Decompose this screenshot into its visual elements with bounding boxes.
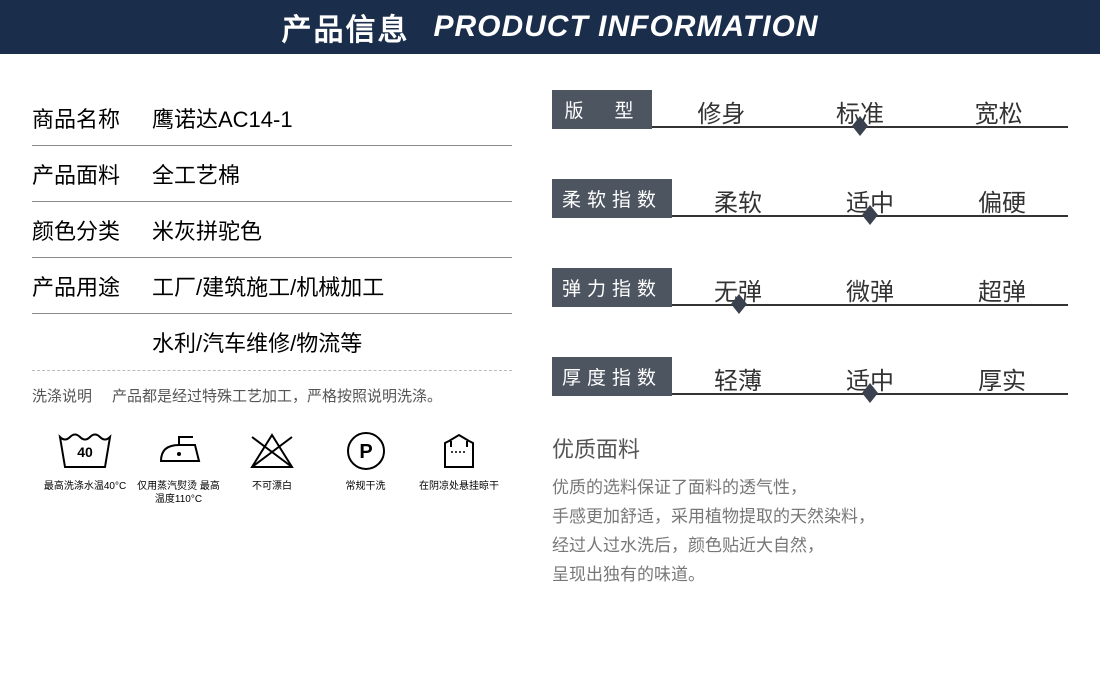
scale-option: 厚实: [936, 361, 1068, 395]
info-label: 产品用途: [32, 270, 152, 302]
info-label: 产品面料: [32, 158, 152, 190]
scale-marker-icon: [862, 383, 878, 403]
scale-option: 宽松: [929, 94, 1068, 128]
right-column: 版 型修身标准宽松柔软指数柔软适中偏硬弹力指数无弹微弹超弹厚度指数轻薄适中厚实 …: [552, 90, 1068, 590]
scale-option: 轻薄: [672, 361, 804, 395]
scale-badge: 柔软指数: [552, 179, 672, 218]
scale-option: 微弹: [804, 272, 936, 306]
scale-row: 弹力指数无弹微弹超弹: [552, 268, 1068, 307]
info-row: 颜色分类米灰拼驼色: [32, 202, 512, 258]
care-item-wash: 40 最高洗涤水温40°C: [40, 424, 130, 506]
header-title-cn: 产品信息: [281, 5, 409, 49]
care-icons-row: 40 最高洗涤水温40°C 仅用蒸汽熨烫 最高温度110°C 不可漂白 P: [32, 414, 512, 506]
material-title: 优质面料: [552, 432, 1068, 464]
scale-badge: 厚度指数: [552, 357, 672, 396]
info-row: 商品名称鹰诺达AC14-1: [32, 90, 512, 146]
scale-track: 修身标准宽松: [652, 92, 1068, 128]
scale-option: 修身: [652, 94, 791, 128]
scale-option: 超弹: [936, 272, 1068, 306]
info-row: 产品用途工厂/建筑施工/机械加工: [32, 258, 512, 314]
scale-row: 版 型修身标准宽松: [552, 90, 1068, 129]
info-row: 产品面料全工艺棉: [32, 146, 512, 202]
material-line: 呈现出独有的味道。: [552, 561, 1068, 590]
scale-marker-icon: [862, 205, 878, 225]
care-label: 在阴凉处悬挂晾干: [419, 480, 499, 493]
care-label: 不可漂白: [252, 480, 292, 493]
care-item-dryclean: P 常规干洗: [321, 424, 411, 506]
scale-marker-icon: [731, 294, 747, 314]
info-label: 颜色分类: [32, 214, 152, 246]
care-item-iron: 仅用蒸汽熨烫 最高温度110°C: [134, 424, 224, 506]
scale-badge: 弹力指数: [552, 268, 672, 307]
material-line: 经过人过水洗后，颜色贴近大自然，: [552, 532, 1068, 561]
care-label: 最高洗涤水温40°C: [44, 480, 126, 493]
scale-row: 厚度指数轻薄适中厚实: [552, 357, 1068, 396]
care-label: 常规干洗: [346, 480, 386, 493]
header-banner: 产品信息 PRODUCT INFORMATION: [0, 0, 1100, 54]
scale-option: 柔软: [672, 183, 804, 217]
scale-option: 偏硬: [936, 183, 1068, 217]
info-value: 工厂/建筑施工/机械加工: [152, 270, 512, 302]
info-row: 水利/汽车维修/物流等: [32, 314, 512, 370]
info-value: 水利/汽车维修/物流等: [152, 326, 512, 358]
wash-40-icon: 40: [55, 424, 115, 478]
care-label: 仅用蒸汽熨烫 最高温度110°C: [134, 480, 224, 506]
info-value: 鹰诺达AC14-1: [152, 102, 512, 134]
material-description: 优质的选料保证了面料的透气性，手感更加舒适，采用植物提取的天然染料，经过人过水洗…: [552, 474, 1068, 590]
hang-dry-icon: [429, 424, 489, 478]
svg-text:P: P: [359, 441, 372, 463]
scale-row: 柔软指数柔软适中偏硬: [552, 179, 1068, 218]
scale-marker-icon: [852, 116, 868, 136]
info-value: 米灰拼驼色: [152, 214, 512, 246]
material-line: 手感更加舒适，采用植物提取的天然染料，: [552, 503, 1068, 532]
info-label: 商品名称: [32, 102, 152, 134]
dryclean-p-icon: P: [336, 424, 396, 478]
header-title-en: PRODUCT INFORMATION: [433, 10, 818, 44]
content-area: 商品名称鹰诺达AC14-1产品面料全工艺棉颜色分类米灰拼驼色产品用途工厂/建筑施…: [0, 54, 1100, 590]
no-bleach-icon: [242, 424, 302, 478]
care-item-bleach: 不可漂白: [227, 424, 317, 506]
info-value: 全工艺棉: [152, 158, 512, 190]
wash-note-label: 洗涤说明: [32, 385, 112, 406]
left-column: 商品名称鹰诺达AC14-1产品面料全工艺棉颜色分类米灰拼驼色产品用途工厂/建筑施…: [32, 90, 512, 590]
wash-note-row: 洗涤说明 产品都是经过特殊工艺加工，严格按照说明洗涤。: [32, 370, 512, 414]
scale-track: 无弹微弹超弹: [672, 270, 1068, 306]
care-item-dry: 在阴凉处悬挂晾干: [414, 424, 504, 506]
svg-text:40: 40: [77, 444, 93, 460]
wash-note-text: 产品都是经过特殊工艺加工，严格按照说明洗涤。: [112, 385, 512, 406]
scale-badge: 版 型: [552, 90, 652, 129]
scale-track: 轻薄适中厚实: [672, 359, 1068, 395]
scale-track: 柔软适中偏硬: [672, 181, 1068, 217]
iron-icon: [149, 424, 209, 478]
material-line: 优质的选料保证了面料的透气性，: [552, 474, 1068, 503]
